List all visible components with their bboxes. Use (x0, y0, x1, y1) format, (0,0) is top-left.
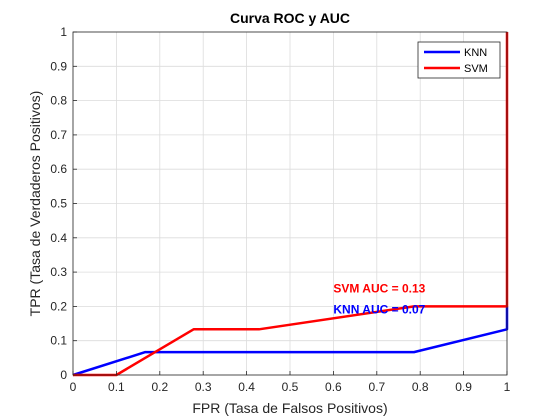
y-tick-label: 1 (60, 25, 67, 39)
x-tick-label: 0.2 (151, 380, 168, 394)
tick-labels: 0 0.1 0.2 0.3 0.4 0.5 0.6 0.7 0.8 0.9 1 0 0.1 0.2 0.3 0… (50, 25, 510, 394)
chart-title: Curva ROC y AUC (230, 10, 350, 26)
x-tick-label: 0.5 (282, 380, 299, 394)
legend-box (417, 41, 501, 79)
x-tick-label: 0.8 (412, 380, 429, 394)
y-tick-label: 0.6 (50, 162, 67, 176)
y-tick-label: 0.2 (50, 299, 67, 313)
x-tick-label: 0.9 (455, 380, 472, 394)
auc-annotation: KNN AUC = 0.07 (333, 302, 425, 316)
x-tick-label: 0.3 (195, 380, 212, 394)
y-axis-label: TPR (Tasa de Verdaderos Positivos) (27, 91, 43, 317)
y-tick-label: 0.9 (50, 59, 67, 73)
y-tick-label: 0.7 (50, 128, 67, 142)
y-tick-label: 0 (60, 368, 67, 382)
legend: KNN SVM (417, 41, 501, 79)
annotations: SVM AUC = 0.13 KNN AUC = 0.07 (333, 282, 425, 317)
auc-annotation: SVM AUC = 0.13 (333, 282, 425, 296)
x-tick-label: 0 (70, 380, 77, 394)
y-tick-label: 0.5 (50, 197, 67, 211)
y-tick-label: 0.8 (50, 94, 67, 108)
axes-frame (72, 31, 508, 376)
x-tick-label: 0.4 (238, 380, 255, 394)
x-tick-label: 0.1 (108, 380, 125, 394)
x-tick-label: 0.7 (368, 380, 385, 394)
x-axis-label: FPR (Tasa de Falsos Positivos) (192, 400, 387, 416)
legend-label-knn: KNN (464, 47, 487, 59)
y-tick-label: 0.3 (50, 265, 67, 279)
y-tick-label: 0.4 (50, 231, 67, 245)
axes-box (72, 31, 508, 376)
legend-label-svm: SVM (464, 63, 488, 75)
x-tick-label: 0.6 (325, 380, 342, 394)
y-tick-label: 0.1 (50, 334, 67, 348)
x-tick-label: 1 (504, 380, 511, 394)
